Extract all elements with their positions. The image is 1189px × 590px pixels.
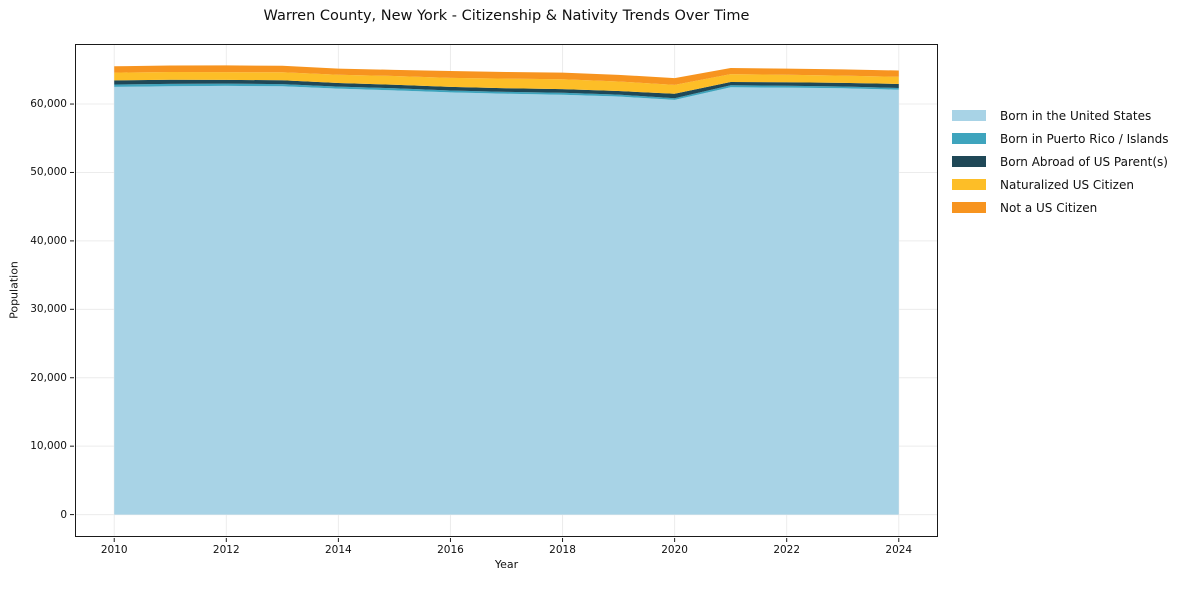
area-series-0 [114, 85, 899, 515]
x-tick-label: 2022 [773, 544, 801, 556]
y-tick-label: 40,000 [30, 234, 67, 247]
y-tick-label: 30,000 [30, 303, 67, 316]
x-tick-label: 2016 [437, 544, 464, 556]
area-series-4 [114, 65, 899, 85]
legend-swatch-born-pr-islands [952, 133, 986, 144]
legend-item: Born Abroad of US Parent(s) [952, 150, 1169, 173]
plot-border [75, 44, 938, 537]
legend: Born in the United States Born in Puerto… [952, 104, 1169, 219]
legend-label: Born Abroad of US Parent(s) [1000, 154, 1168, 169]
area-series-2 [114, 79, 899, 99]
y-tick-label: 0 [60, 508, 67, 521]
legend-swatch-not-citizen [952, 202, 986, 213]
legend-label: Born in the United States [1000, 108, 1152, 123]
y-tick-label: 10,000 [30, 440, 67, 453]
legend-swatch-naturalized [952, 179, 986, 190]
legend-item: Naturalized US Citizen [952, 173, 1169, 196]
chart-title: Warren County, New York - Citizenship & … [263, 8, 750, 24]
legend-swatch-born-abroad [952, 156, 986, 167]
area-series-1 [114, 83, 899, 100]
x-tick-label: 2010 [100, 544, 128, 556]
area-series-3 [114, 72, 899, 94]
legend-label: Naturalized US Citizen [1000, 177, 1134, 192]
legend-label: Not a US Citizen [1000, 200, 1098, 215]
y-tick-label: 50,000 [30, 166, 67, 179]
legend-item: Born in the United States [952, 104, 1169, 127]
legend-swatch-born-us [952, 110, 986, 121]
legend-item: Born in Puerto Rico / Islands [952, 127, 1169, 150]
legend-label: Born in Puerto Rico / Islands [1000, 131, 1169, 146]
x-tick-label: 2024 [885, 544, 913, 556]
x-tick-label: 2014 [325, 544, 352, 556]
x-axis-label: Year [494, 558, 519, 571]
x-tick-label: 2020 [661, 544, 688, 556]
x-tick-label: 2018 [549, 544, 576, 556]
legend-item: Not a US Citizen [952, 196, 1169, 219]
x-tick-label: 2012 [212, 544, 240, 556]
y-tick-label: 60,000 [30, 98, 67, 111]
y-tick-label: 20,000 [30, 371, 67, 384]
